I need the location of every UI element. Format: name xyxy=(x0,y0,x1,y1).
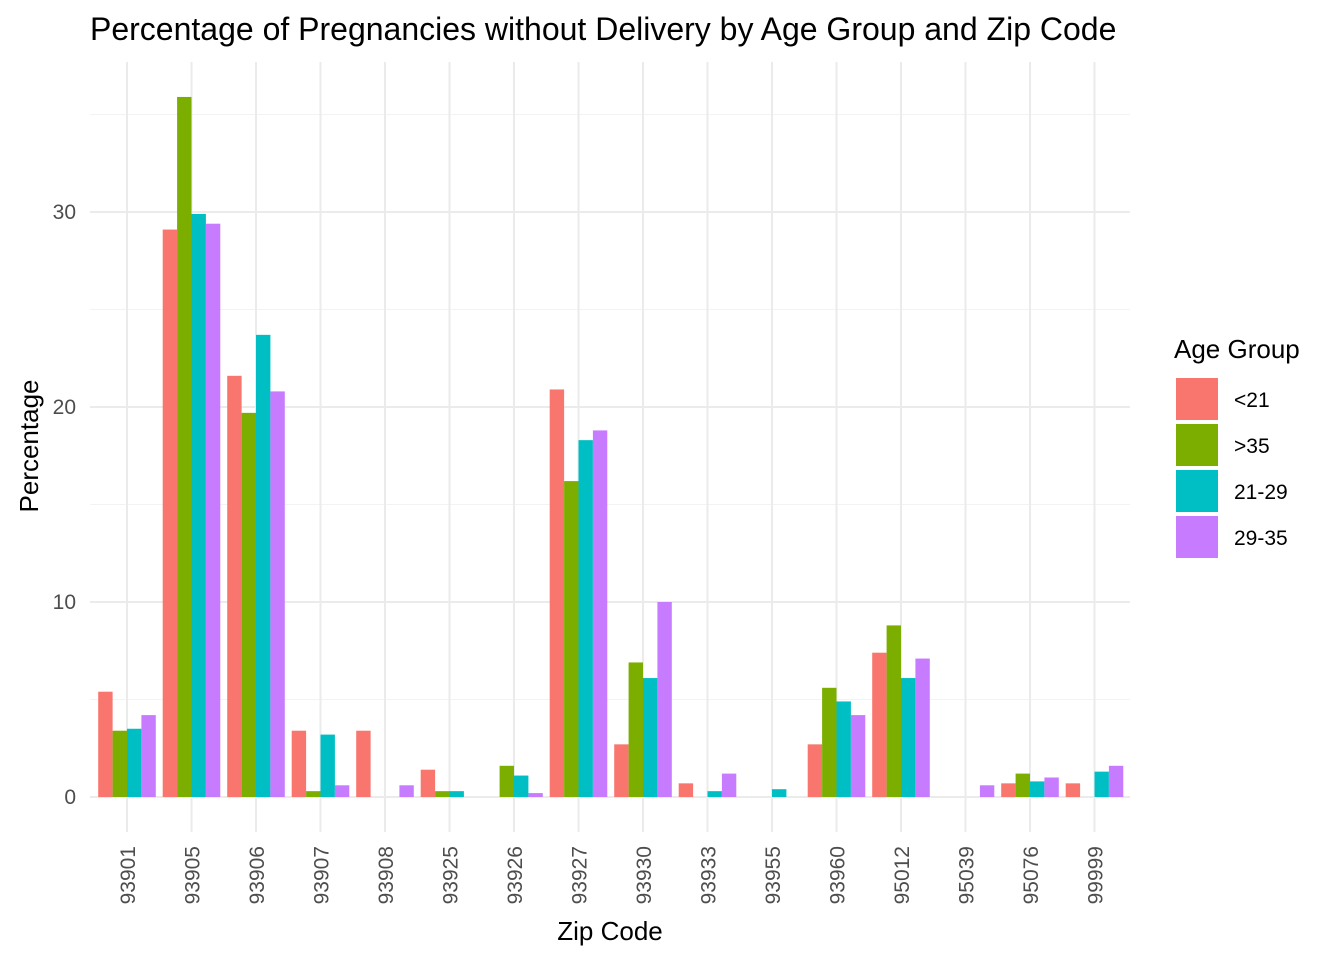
x-tick-label: 93926 xyxy=(504,846,527,904)
x-tick-label: 93905 xyxy=(182,846,205,904)
bar-93901-series-2 xyxy=(127,728,142,797)
bar-99999-series-3 xyxy=(1108,765,1124,797)
bar-93906-series-2 xyxy=(256,334,271,797)
x-tick-label: 95012 xyxy=(891,846,914,904)
bar-93930-series-0 xyxy=(614,744,629,797)
bar-93907-series-3 xyxy=(334,785,350,797)
x-axis-ticks: 93901 93905 93906 93907 93908 93925 93926 93927… xyxy=(117,846,1108,904)
bar-93955-series-2 xyxy=(772,789,787,797)
bar-93960-series-2 xyxy=(836,701,851,797)
bars xyxy=(98,96,1124,798)
bar-95076-series-3 xyxy=(1044,777,1059,797)
bar-95076-series-1 xyxy=(1015,773,1030,797)
bar-95076-series-0 xyxy=(1001,783,1016,797)
x-tick-label: 99999 xyxy=(1085,846,1108,904)
bar-93926-series-2 xyxy=(514,775,529,797)
bar-93925-series-1 xyxy=(435,791,450,797)
bar-93926-series-3 xyxy=(528,793,543,797)
bar-93907-series-0 xyxy=(291,730,307,797)
legend-key-2 xyxy=(1176,470,1218,512)
legend-label-2: 21-29 xyxy=(1234,481,1288,504)
bar-93901-series-1 xyxy=(112,730,127,797)
bar-93907-series-2 xyxy=(320,734,335,797)
bar-95012-series-1 xyxy=(886,625,901,797)
legend-label-1: >35 xyxy=(1234,435,1270,458)
legend-key-0 xyxy=(1176,378,1218,420)
bar-93905-series-3 xyxy=(205,223,221,797)
bar-93960-series-0 xyxy=(807,744,823,797)
bar-93906-series-0 xyxy=(227,375,242,797)
bar-93960-series-3 xyxy=(850,715,866,797)
bar-93933-series-3 xyxy=(721,773,737,797)
bar-95012-series-0 xyxy=(872,652,887,797)
x-tick-label: 93925 xyxy=(440,846,463,904)
y-tick-label: 30 xyxy=(53,201,76,224)
x-tick-label: 93930 xyxy=(633,846,656,904)
x-tick-label: 95039 xyxy=(956,846,979,904)
bar-93933-series-0 xyxy=(678,783,694,797)
bar-95012-series-2 xyxy=(901,678,916,797)
y-tick-label: 20 xyxy=(53,396,76,419)
bar-93901-series-0 xyxy=(98,691,113,797)
legend-key-1 xyxy=(1176,424,1218,466)
x-tick-label: 93907 xyxy=(311,846,334,904)
x-tick-label: 93901 xyxy=(117,846,140,904)
legend-label-0: <21 xyxy=(1234,389,1270,412)
bar-93930-series-1 xyxy=(628,662,643,797)
bar-93960-series-1 xyxy=(822,687,837,797)
x-axis-title: Zip Code xyxy=(557,916,663,946)
bar-93925-series-0 xyxy=(420,769,436,797)
x-tick-label: 95076 xyxy=(1020,846,1043,904)
bar-99999-series-2 xyxy=(1094,771,1109,797)
legend-title: Age Group xyxy=(1174,334,1300,364)
x-tick-label: 93927 xyxy=(569,846,592,904)
x-tick-label: 93908 xyxy=(375,846,398,904)
bar-93925-series-2 xyxy=(449,791,464,797)
bar-93930-series-2 xyxy=(643,678,658,797)
bar-93906-series-3 xyxy=(270,391,285,797)
chart-title: Percentage of Pregnancies without Delive… xyxy=(90,11,1116,47)
x-tick-label: 93906 xyxy=(246,846,269,904)
bar-93927-series-2 xyxy=(578,440,593,797)
bar-93905-series-1 xyxy=(177,96,192,797)
x-tick-label: 93955 xyxy=(762,846,785,904)
legend-label-3: 29-35 xyxy=(1234,527,1288,550)
bar-93927-series-3 xyxy=(592,430,608,797)
x-tick-label: 93933 xyxy=(698,846,721,904)
y-axis-ticks: 0 10 20 30 xyxy=(53,201,76,809)
bar-95076-series-2 xyxy=(1030,781,1045,797)
bar-93933-series-2 xyxy=(707,791,722,797)
bar-95039-series-3 xyxy=(979,785,995,797)
x-tick-label: 93960 xyxy=(827,846,850,904)
bar-93905-series-2 xyxy=(191,213,206,797)
bar-93905-series-0 xyxy=(162,229,178,798)
bar-93927-series-1 xyxy=(564,481,579,797)
bar-99999-series-0 xyxy=(1065,783,1081,797)
bar-93927-series-0 xyxy=(549,389,565,797)
y-axis-title: Percentage xyxy=(14,380,44,513)
legend: Age Group <21 >35 21-29 29-35 xyxy=(1174,334,1300,558)
bar-93930-series-3 xyxy=(657,602,672,797)
bar-93901-series-3 xyxy=(141,715,156,797)
y-tick-label: 0 xyxy=(64,786,76,809)
bar-95012-series-3 xyxy=(915,658,930,797)
bar-93907-series-1 xyxy=(306,791,321,797)
bar-93908-series-3 xyxy=(399,785,414,797)
legend-key-3 xyxy=(1176,516,1218,558)
bar-93906-series-1 xyxy=(241,412,256,797)
bar-93908-series-0 xyxy=(356,730,371,797)
bar-93926-series-1 xyxy=(499,765,514,797)
y-tick-label: 10 xyxy=(53,591,76,614)
